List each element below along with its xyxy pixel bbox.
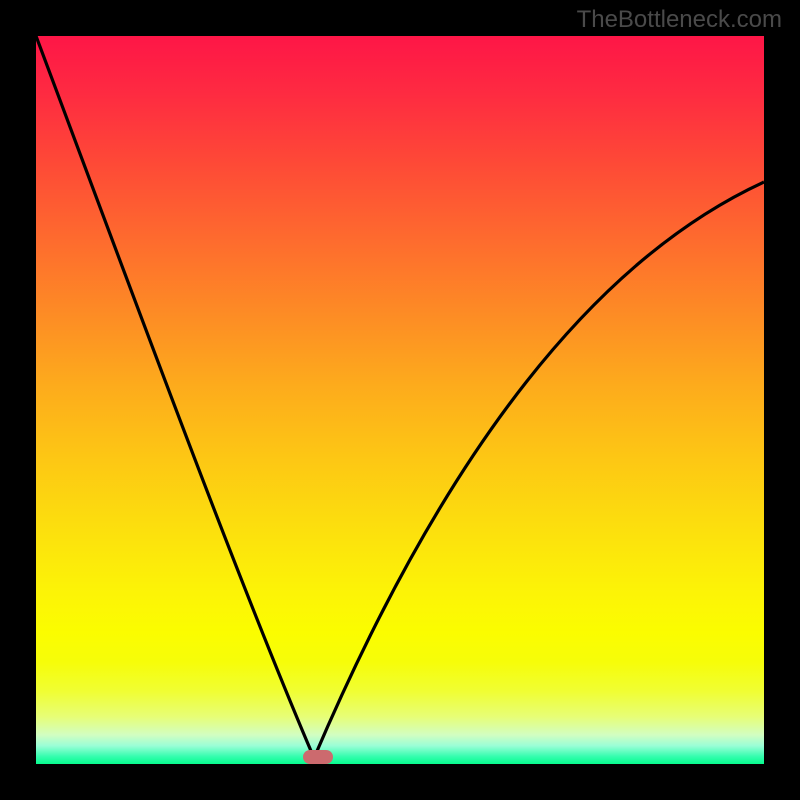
bottleneck-curve bbox=[36, 36, 764, 764]
optimum-marker bbox=[303, 750, 333, 764]
curve-path bbox=[36, 36, 764, 758]
watermark-text: TheBottleneck.com bbox=[577, 6, 782, 34]
plot-area bbox=[36, 36, 764, 764]
